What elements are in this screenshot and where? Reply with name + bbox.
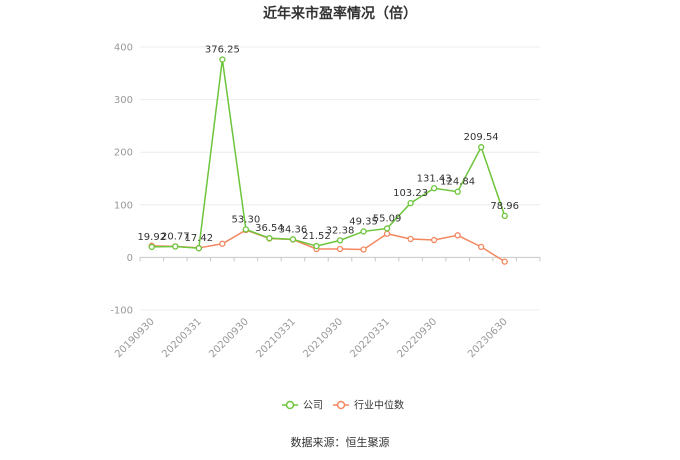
data-label: 49.35 — [349, 216, 378, 227]
data-point-industry-median[interactable] — [336, 245, 344, 253]
data-point-company[interactable] — [266, 235, 273, 242]
data-label: 32.38 — [326, 225, 355, 236]
source-note: 数据来源：恒生聚源 — [291, 435, 390, 449]
data-point-company[interactable] — [383, 225, 391, 232]
data-point-company[interactable] — [313, 242, 320, 250]
data-label: 131.43 — [417, 173, 452, 184]
data-point-company[interactable] — [219, 56, 226, 63]
data-point-company[interactable] — [360, 228, 367, 235]
x-tick-label: 20220930 — [395, 316, 439, 360]
x-tick-label: 20200930 — [207, 316, 251, 360]
legend-marker-industry-median[interactable] — [336, 400, 346, 410]
data-label: 34.36 — [279, 224, 308, 235]
data-label: 17.42 — [185, 233, 214, 244]
data-label: 376.25 — [205, 44, 240, 55]
data-point-company[interactable] — [289, 236, 297, 243]
data-point-industry-median[interactable] — [407, 235, 414, 243]
grid — [140, 46, 540, 311]
x-tick-label: 20220331 — [348, 316, 392, 360]
legend-label-industry-median[interactable]: 行业中位数 — [354, 399, 404, 412]
legend[interactable]: 公司 行业中位数 — [282, 399, 404, 412]
y-tick-label: 400 — [114, 43, 133, 54]
data-point-company[interactable] — [501, 212, 508, 220]
y-tick-label: -100 — [110, 306, 133, 317]
data-point-industry-median[interactable] — [219, 240, 226, 247]
y-axis: -100 0 100 200 300 400 — [110, 43, 133, 317]
x-tick-label: 20230630 — [466, 316, 510, 360]
x-axis: 20190930 20200331 20200930 20210331 20210930… — [113, 257, 541, 360]
data-point-company[interactable] — [242, 226, 250, 233]
data-label: 78.96 — [490, 201, 519, 212]
data-label: 209.54 — [464, 132, 499, 143]
data-label: 53.30 — [232, 214, 261, 225]
data-label: 20.77 — [161, 231, 190, 242]
y-tick-label: 200 — [114, 148, 133, 159]
x-tick-label: 20210331 — [254, 316, 298, 360]
data-point-industry-median[interactable] — [360, 246, 367, 253]
data-label: 55.09 — [373, 213, 402, 224]
data-point-industry-median[interactable] — [478, 243, 485, 251]
series-line-company — [151, 59, 506, 250]
data-point-industry-median[interactable] — [501, 258, 508, 265]
data-point-company[interactable] — [478, 144, 485, 151]
data-label: 103.23 — [393, 188, 428, 199]
data-point-company[interactable] — [195, 245, 202, 252]
y-tick-label: 100 — [114, 200, 133, 211]
legend-marker-company[interactable] — [285, 400, 295, 410]
data-point-company[interactable] — [148, 243, 155, 251]
data-label: 21.52 — [302, 231, 331, 242]
data-point-industry-median[interactable] — [383, 230, 391, 237]
y-tick-label: 0 — [127, 253, 133, 264]
y-tick-label: 300 — [114, 95, 133, 106]
data-point-company[interactable] — [336, 237, 344, 244]
data-label: 124.84 — [440, 177, 475, 188]
chart-title: 近年来市盈率情况（倍） — [263, 5, 417, 22]
legend-label-company[interactable]: 公司 — [303, 401, 323, 412]
data-point-company[interactable] — [172, 243, 179, 250]
data-label: 19.92 — [137, 232, 166, 243]
data-label: 36.54 — [255, 223, 284, 234]
data-point-company[interactable] — [454, 188, 461, 195]
data-point-company[interactable] — [430, 185, 438, 192]
x-tick-label: 20210930 — [301, 316, 345, 360]
data-point-company[interactable] — [407, 199, 414, 207]
x-tick-label: 20200331 — [160, 316, 204, 360]
data-point-industry-median[interactable] — [454, 232, 461, 239]
series-line-industry-median — [151, 229, 506, 263]
data-point-industry-median[interactable] — [430, 236, 438, 244]
x-tick-label: 20190930 — [113, 316, 157, 360]
